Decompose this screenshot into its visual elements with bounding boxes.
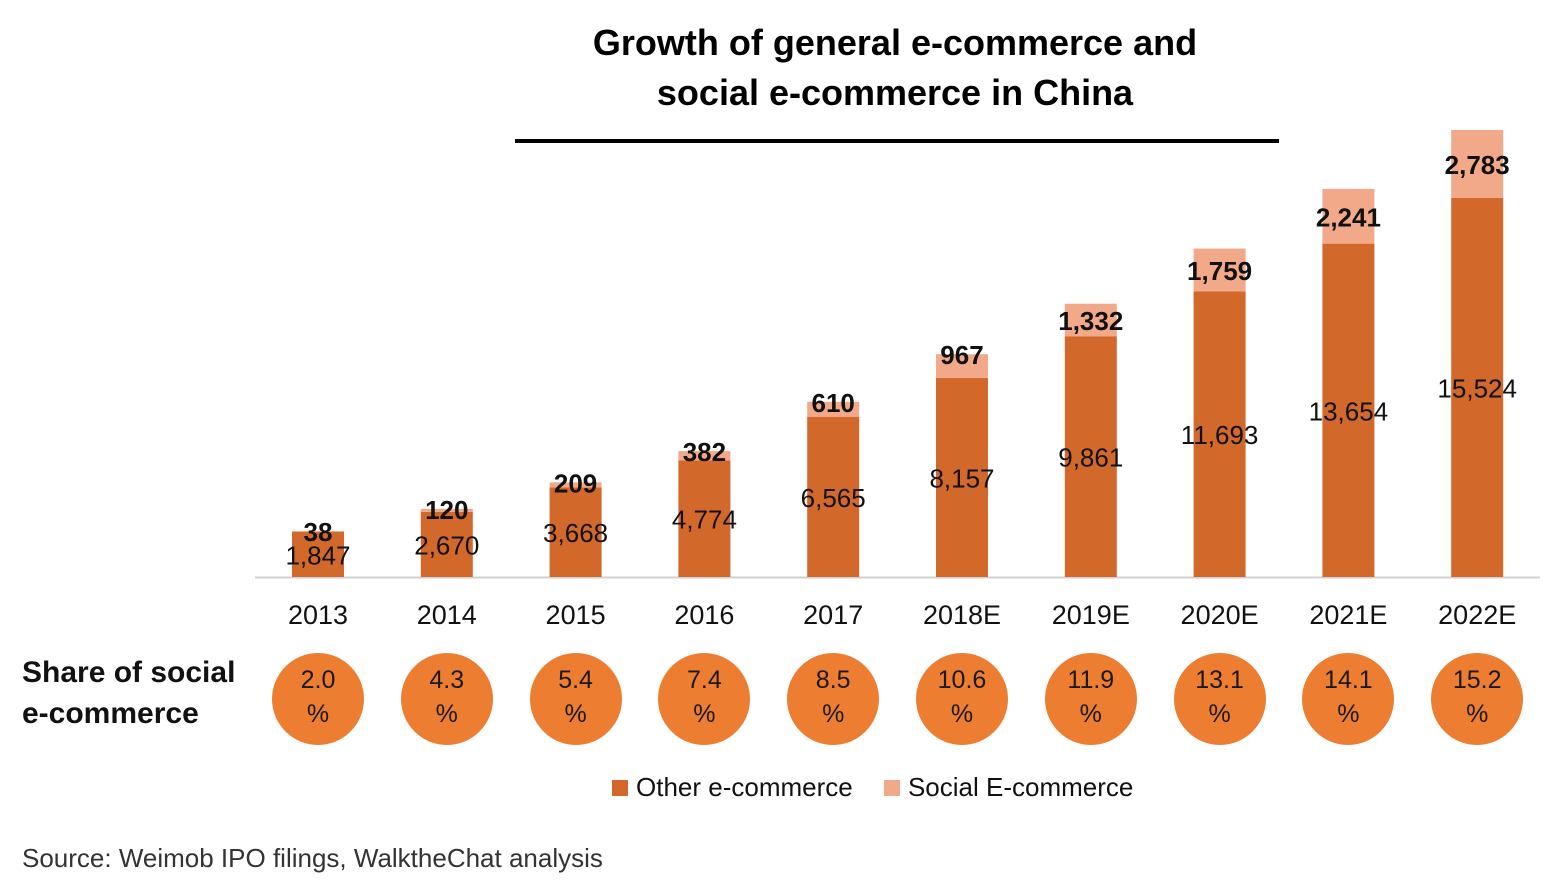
share-value: 7.4 (687, 666, 722, 694)
bar-social-2019E (1064, 303, 1117, 337)
bar-other-2020E (1193, 291, 1246, 577)
bar-other-2017 (807, 416, 860, 577)
share-circle-2014: 4.3% (400, 653, 493, 745)
data-label-other-2018E: 8,157 (929, 463, 994, 493)
data-label-other-2019E: 9,861 (1058, 443, 1123, 473)
share-unit: % (435, 700, 458, 728)
data-label-other-2021E: 13,654 (1309, 396, 1389, 426)
share-value: 14.1 (1324, 666, 1373, 694)
bar-social-2014 (420, 508, 473, 512)
bar-other-2016 (678, 460, 731, 577)
legend-item-other: Other e-commerce (612, 772, 853, 803)
legend-swatch-social (883, 780, 900, 796)
data-label-other-2017: 6,565 (801, 483, 866, 513)
share-unit: % (1337, 700, 1360, 728)
data-label-other-2015: 3,668 (543, 518, 608, 548)
bar-social-2017 (807, 401, 860, 417)
share-unit: % (306, 700, 330, 728)
x-tick-label-2020E: 2020E (1181, 600, 1259, 630)
bar-social-2022E (1451, 130, 1504, 198)
share-unit: % (1208, 700, 1231, 728)
share-circle-2013: 2.0% (272, 653, 364, 745)
bar-other-2022E (1451, 197, 1504, 577)
bar-social-2013 (292, 530, 344, 532)
share-value: 4.3 (429, 666, 465, 694)
share-circle-2022E: 15.2% (1431, 653, 1524, 745)
bar-other-2019E (1064, 336, 1117, 577)
data-label-social-2017: 610 (812, 388, 855, 418)
chart-title-line-1: Growth of general e-commerce and (592, 22, 1198, 63)
share-circle-2018E: 10.6% (916, 653, 1008, 745)
share-unit: % (564, 700, 587, 728)
share-label-line-1: Share of social (22, 656, 236, 689)
bar-social-2015 (549, 482, 602, 488)
share-circle-2019E: 11.9% (1044, 653, 1137, 745)
bar-social-2018E (936, 354, 988, 378)
share-unit: % (950, 700, 974, 728)
share-unit: % (693, 700, 716, 728)
legend-label-social: Social E-commerce (907, 772, 1134, 802)
share-value: 11.9 (1067, 666, 1115, 694)
data-label-social-2022E: 2,783 (1445, 150, 1510, 180)
share-value: 15.2 (1452, 666, 1502, 694)
data-label-social-2019E: 1,332 (1058, 306, 1123, 336)
bar-other-2013 (292, 531, 344, 577)
data-label-social-2016: 382 (683, 437, 726, 467)
x-tick-label-2022E: 2022E (1438, 600, 1516, 630)
share-unit: % (1466, 700, 1489, 728)
share-value: 5.4 (558, 666, 593, 694)
title-underline (515, 139, 1279, 143)
legend-label-other: Other e-commerce (636, 772, 853, 802)
data-label-social-2021E: 2,241 (1316, 202, 1381, 232)
share-unit: % (1079, 700, 1102, 728)
bar-other-2015 (549, 487, 602, 577)
data-label-other-2013: 1,847 (285, 540, 350, 570)
share-circle-2016: 7.4% (658, 653, 751, 745)
share-circle-2017: 8.5% (787, 653, 880, 745)
x-tick-label-2013: 2013 (288, 600, 348, 630)
bar-social-2016 (678, 451, 731, 461)
x-tick-label-2015: 2015 (546, 600, 606, 630)
data-label-social-2018E: 967 (940, 340, 983, 370)
share-value: 13.1 (1195, 666, 1244, 694)
share-value: 2.0 (300, 666, 336, 694)
share-circle-2021E: 14.1% (1302, 653, 1395, 745)
share-circle-2020E: 13.1% (1173, 653, 1266, 745)
x-tick-label-2019E: 2019E (1052, 600, 1130, 630)
data-label-social-2014: 120 (425, 495, 468, 525)
legend-item-social: Social E-commerce (883, 772, 1134, 803)
bar-social-2020E (1193, 248, 1246, 292)
data-label-social-2020E: 1,759 (1187, 256, 1252, 286)
legend-swatch-other (612, 780, 628, 796)
data-label-other-2020E: 11,693 (1181, 420, 1259, 450)
share-value: 8.5 (815, 666, 851, 694)
bar-social-2021E (1322, 188, 1375, 244)
data-label-social-2015: 209 (554, 468, 597, 498)
x-tick-label-2016: 2016 (674, 600, 734, 630)
source-note: Source: Weimob IPO filings, WalktheChat … (22, 843, 603, 873)
share-label-line-2: e-commerce (22, 697, 199, 730)
bar-other-2014 (420, 511, 473, 577)
x-tick-label-2021E: 2021E (1309, 600, 1387, 630)
chart-legend: Other e-commerce Social E-commerce (612, 772, 1157, 803)
chart-title-line-2: social e-commerce in China (656, 72, 1134, 113)
data-label-other-2016: 4,774 (672, 505, 737, 535)
x-tick-label-2014: 2014 (417, 600, 477, 630)
data-label-other-2022E: 15,524 (1437, 373, 1517, 403)
share-value: 10.6 (937, 666, 987, 694)
x-tick-label-2017: 2017 (803, 600, 863, 630)
share-circle-2015: 5.4% (529, 653, 622, 745)
bar-other-2018E (936, 377, 988, 577)
share-unit: % (822, 700, 845, 728)
data-label-other-2014: 2,670 (414, 530, 479, 560)
x-tick-label-2018E: 2018E (923, 600, 1001, 630)
bar-other-2021E (1322, 243, 1375, 577)
data-label-social-2013: 38 (304, 517, 333, 547)
